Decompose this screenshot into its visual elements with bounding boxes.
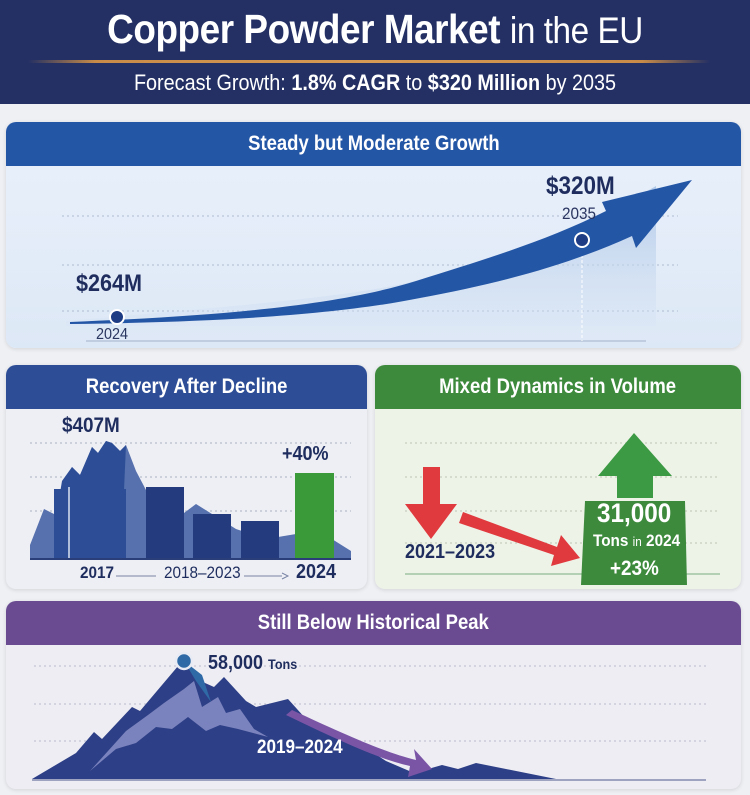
page-header: Copper Powder Market in the EU Forecast … <box>0 0 750 104</box>
growth-line-chart <box>62 180 692 342</box>
subtitle-suffix: by 2035 <box>545 70 617 95</box>
recovery-axis-2017: 2017 <box>80 563 115 582</box>
recovery-change-label: +40% <box>282 443 329 465</box>
volume-arrows-chart <box>405 433 720 585</box>
down-arrow-icon <box>405 467 457 539</box>
volume-decline-period: 2021–2023 <box>405 541 496 563</box>
title-divider <box>28 60 710 63</box>
page-subtitle: Forecast Growth: 1.8% CAGR to $320 Milli… <box>38 70 713 96</box>
growth-start-year: 2024 <box>96 326 129 343</box>
volume-unit: Tons in 2024 <box>593 531 681 550</box>
volume-value: 31,000 <box>597 498 672 528</box>
title-light: in the EU <box>509 10 643 51</box>
value-box <box>581 501 687 585</box>
growth-panel-title: Steady but Moderate Growth <box>6 122 741 166</box>
growth-end-year: 2035 <box>562 204 597 223</box>
growth-start-value: $264M <box>76 270 143 297</box>
title-bold: Copper Powder Market <box>107 6 501 52</box>
subtitle-prefix: Forecast Growth: <box>133 70 286 95</box>
recovery-axis-2024: 2024 <box>296 561 337 583</box>
volume-change-label: +23% <box>610 557 659 580</box>
up-arrow-icon <box>598 433 672 498</box>
page-title: Copper Powder Market in the EU <box>38 6 713 53</box>
recovery-peak-value: $407M <box>62 414 120 437</box>
peak-panel: Still Below Historical Peak 58,000 Tons … <box>6 601 741 789</box>
peak-period: 2019–2024 <box>257 737 343 758</box>
recovery-axis-2018-2023: 2018–2023 <box>164 563 241 582</box>
recovery-panel: Recovery After Decline $407M +40% 2017 2… <box>6 365 367 589</box>
diagonal-down-arrow-icon <box>459 512 580 566</box>
recovery-bar-chart <box>30 441 351 580</box>
growth-panel: Steady but Moderate Growth $264M 2024 $3… <box>6 122 741 348</box>
volume-panel: Mixed Dynamics in Volume 2021–2023 31,00… <box>375 365 741 589</box>
volume-panel-title: Mixed Dynamics in Volume <box>375 365 741 409</box>
peak-mountain-chart <box>32 651 706 781</box>
growth-end-value: $320M <box>546 172 615 200</box>
subtitle-to: to <box>405 70 423 95</box>
recovery-panel-title: Recovery After Decline <box>6 365 367 409</box>
subtitle-cagr: 1.8% CAGR <box>291 70 401 95</box>
peak-value: 58,000 Tons <box>208 652 298 674</box>
subtitle-value: $320 Million <box>427 70 541 95</box>
peak-panel-title: Still Below Historical Peak <box>6 601 741 645</box>
